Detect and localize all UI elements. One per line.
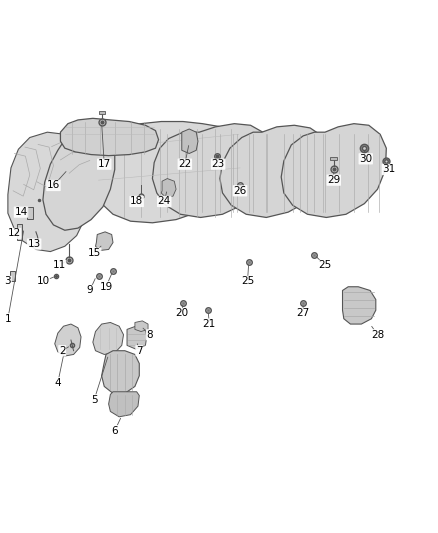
Text: 5: 5	[91, 395, 98, 405]
Text: 20: 20	[175, 309, 188, 318]
Text: 7: 7	[136, 346, 143, 356]
Polygon shape	[109, 392, 139, 417]
Polygon shape	[127, 326, 147, 349]
Text: 21: 21	[203, 319, 216, 329]
Polygon shape	[27, 207, 33, 219]
Polygon shape	[94, 122, 244, 223]
Polygon shape	[161, 179, 176, 197]
Polygon shape	[182, 129, 198, 154]
Polygon shape	[281, 124, 386, 217]
Text: 16: 16	[47, 181, 60, 190]
Polygon shape	[102, 351, 139, 393]
Text: 9: 9	[86, 286, 93, 295]
Text: 13: 13	[28, 239, 41, 249]
Polygon shape	[95, 232, 113, 251]
Text: 24: 24	[158, 197, 171, 206]
Polygon shape	[220, 125, 328, 217]
Text: 3: 3	[4, 277, 11, 286]
Text: 14: 14	[14, 207, 28, 217]
Polygon shape	[343, 287, 376, 324]
Text: 26: 26	[233, 186, 247, 196]
Polygon shape	[55, 324, 81, 356]
Text: 4: 4	[54, 378, 61, 387]
Polygon shape	[10, 271, 15, 281]
Text: 25: 25	[241, 277, 254, 286]
Text: 31: 31	[382, 165, 396, 174]
Text: 23: 23	[212, 159, 225, 169]
Polygon shape	[330, 157, 337, 160]
Text: 29: 29	[327, 175, 340, 185]
Text: 28: 28	[371, 330, 384, 340]
Text: 25: 25	[318, 261, 332, 270]
Polygon shape	[99, 111, 105, 114]
Polygon shape	[152, 124, 272, 217]
Text: 6: 6	[111, 426, 118, 435]
Text: 27: 27	[297, 309, 310, 318]
Polygon shape	[17, 224, 22, 240]
Text: 2: 2	[59, 346, 66, 356]
Text: 12: 12	[7, 229, 21, 238]
Polygon shape	[135, 321, 148, 332]
Polygon shape	[43, 132, 115, 230]
Text: 8: 8	[146, 330, 153, 340]
Text: 22: 22	[178, 159, 191, 169]
Text: 19: 19	[99, 282, 113, 292]
Polygon shape	[93, 322, 124, 354]
Polygon shape	[8, 132, 91, 252]
Text: 17: 17	[98, 159, 111, 169]
Text: 30: 30	[359, 154, 372, 164]
Text: 11: 11	[53, 261, 66, 270]
Text: 10: 10	[36, 277, 49, 286]
Text: 1: 1	[4, 314, 11, 324]
Text: 18: 18	[130, 197, 143, 206]
Polygon shape	[60, 118, 159, 156]
Text: 15: 15	[88, 248, 101, 258]
